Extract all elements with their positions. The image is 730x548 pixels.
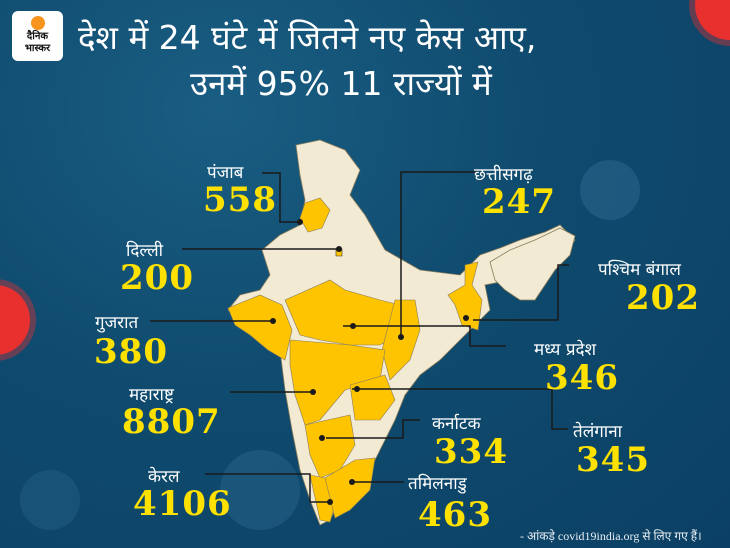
headline-line1: देश में 24 घंटे में जितने नए केस आए, [78, 18, 537, 57]
label-telangana: तेलंगाना [573, 422, 623, 442]
label-kerala: केरल [148, 467, 180, 487]
label-punjab: पंजाब [207, 163, 244, 183]
logo-text-line2: भास्कर [24, 43, 51, 54]
northeast-states [489, 227, 576, 301]
value-kerala: 4106 [133, 484, 232, 524]
value-maharashtra: 8807 [122, 402, 221, 442]
logo-text-line1: दैनिक [26, 31, 49, 42]
value-madhya-pradesh: 346 [545, 358, 619, 398]
value-delhi: 200 [120, 258, 194, 298]
state-punjab [299, 197, 331, 233]
value-tamil-nadu: 463 [418, 495, 492, 535]
state-markers [270, 219, 469, 505]
virus-icon [20, 470, 80, 530]
value-karnataka: 334 [434, 432, 508, 472]
dainik-bhaskar-logo: दैनिक भास्कर [12, 11, 63, 61]
state-maharashtra [289, 339, 386, 426]
label-madhya-pradesh: मध्य प्रदेश [534, 340, 597, 360]
state-tamil-nadu [324, 457, 376, 519]
label-maharashtra: महाराष्ट्र [129, 385, 174, 405]
label-delhi: दिल्ली [126, 241, 164, 261]
state-gujarat [227, 294, 293, 361]
state-telangana [349, 374, 396, 421]
label-tamil-nadu: तमिलनाडु [408, 474, 467, 494]
label-west-bengal: पश्चिम बंगाल [598, 260, 681, 280]
value-west-bengal: 202 [626, 278, 700, 318]
virus-icon [220, 450, 300, 530]
value-gujarat: 380 [94, 332, 168, 372]
value-chhattisgarh: 247 [482, 182, 556, 222]
label-karnataka: कर्नाटक [432, 414, 481, 434]
label-chhattisgarh: छत्तीसगढ़ [474, 165, 533, 185]
label-gujarat: गुजरात [95, 313, 139, 333]
virus-icon [580, 160, 640, 220]
leader-lines [150, 171, 569, 503]
logo-sun-icon [31, 16, 45, 30]
value-punjab: 558 [203, 180, 277, 220]
headline-line2: उनमें 95% 11 राज्यों में [190, 64, 492, 103]
state-kerala [309, 474, 336, 523]
value-telangana: 345 [576, 440, 650, 480]
source-note: - आंकड़े covid19india.org से लिए गए हैं। [520, 529, 702, 543]
